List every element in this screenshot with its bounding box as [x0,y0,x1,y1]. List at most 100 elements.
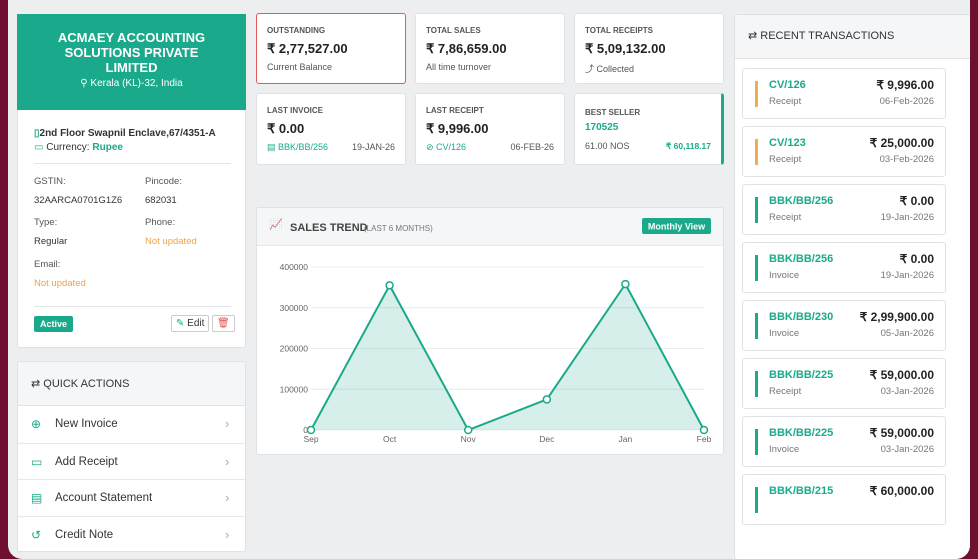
address: ▯2nd Floor Swapnil Enclave,67/4351-A [34,128,216,139]
action-icon: ▭ [31,454,43,469]
transaction-type: Receipt [769,154,802,165]
note-text: All time turnover [426,62,492,72]
transaction-ref: BBK/BB/256 [769,253,834,265]
field-label: Type: [34,217,58,228]
field-label: GSTIN: [34,176,66,187]
chevron: › [225,453,230,469]
transaction-amount: ₹ 25,000.00 [869,136,934,150]
status-bar [755,139,758,165]
point [306,425,316,435]
status-badge: Active [34,316,74,332]
monthly-view-label[interactable]: Monthly View [648,222,706,232]
x-tick-label: Jan [619,434,633,444]
stat-label: BEST SELLER [585,108,641,117]
point [621,279,630,289]
transaction-type: Invoice [769,328,800,339]
action-label: Credit Note [55,529,114,542]
stat-extra: 19-JAN-26 [351,142,395,152]
point [699,425,709,435]
transaction-item[interactable]: CV/123 ₹ 25,000.00 Receipt 03-Feb-2026 [742,126,946,177]
quick-actions: ⇄ QUICK ACTIONS ⊕ New Invoice › ▭ Add Receip… [17,361,246,552]
stat-card: BEST SELLER 170525 61.00 NOS ₹ 60,118.17 [574,93,724,165]
note-text: Current Balance [267,62,333,72]
transaction-amount: ₹ 0.00 [899,194,934,208]
location-text: Kerala (KL)-32, India [90,78,183,89]
field-label: Pincode: [145,176,182,187]
y-tick-label: 200000 [280,344,309,354]
transaction-amount: ₹ 59,000.00 [869,426,934,440]
stat-note: ▤ BBK/BB/256 [267,142,328,153]
x-tick-label: Oct [383,434,397,444]
transaction-type: Receipt [769,212,802,223]
note-text: CV/126 [436,142,467,152]
transaction-amount: ₹ 60,000.00 [869,484,934,498]
transaction-ref: BBK/BB/225 [769,427,834,439]
stat-card: TOTAL RECEIPTS ₹ 5,09,132.00 ⤴ Collected [574,13,724,84]
transaction-amount: ₹ 2,99,900.00 [859,310,934,324]
transactions-header: ⇄ RECENT TRANSACTIONS [735,15,970,59]
action-label: Account Statement [55,492,153,505]
field-value: Regular [34,236,68,247]
edit-label: Edit [187,318,205,329]
company-header: ACMAEY ACCOUNTING SOLUTIONS PRIVATE LIMI… [17,14,246,110]
transaction-ref: CV/126 [769,79,806,91]
transactions-panel: ⇄ RECENT TRANSACTIONS CV/126 ₹ 9,996.00 Re… [734,14,970,559]
stat-amount: ₹ 9,996.00 [426,121,489,136]
y-tick-label: 0 [303,425,308,435]
action-item[interactable]: ↺ Credit Note › [18,516,245,553]
transaction-ref: CV/123 [769,137,806,149]
chart-title: SALES TREND [290,222,368,234]
chevron: › [225,527,230,543]
transaction-item[interactable]: CV/126 ₹ 9,996.00 Receipt 06-Feb-2026 [742,68,946,119]
title-text: QUICK ACTIONS [43,378,130,390]
monthly-view-button[interactable] [642,218,711,234]
action-item[interactable]: ▤ Account Statement › [18,479,245,516]
stat-note: ⤴ Collected [585,62,634,75]
divider [34,163,231,164]
transaction-item[interactable]: BBK/BB/256 ₹ 0.00 Receipt 19-Jan-2026 [742,184,946,235]
transaction-type: Receipt [769,386,802,397]
edit-button[interactable]: ✎ Edit [171,315,210,332]
transaction-type: Receipt [769,96,802,107]
stat-card: TOTAL SALES ₹ 7,86,659.00 All time turnove… [415,13,565,84]
y-tick-label: 400000 [280,262,309,272]
stat-card: LAST RECEIPT ₹ 9,996.00 ⊘ CV/126 06-FEB-26 [415,93,565,165]
transaction-date: 03-Jan-2026 [880,386,934,397]
note-text: 61.00 NOS [585,141,630,151]
delete-button[interactable]: 🗑 [212,315,235,332]
field-value: 682031 [145,195,177,206]
stat-note: ⊘ CV/126 [426,142,466,153]
action-item[interactable]: ▭ Add Receipt › [18,442,245,480]
transaction-ref: BBK/BB/256 [769,195,834,207]
transaction-item[interactable]: BBK/BB/225 ₹ 59,000.00 Invoice 03-Jan-2026 [742,416,946,467]
point [385,281,394,290]
stat-extra: 06-FEB-26 [510,142,554,152]
action-item[interactable]: ⊕ New Invoice › [18,406,245,443]
transaction-item[interactable]: BBK/BB/256 ₹ 0.00 Invoice 19-Jan-2026 [742,242,946,293]
address-text: 2nd Floor Swapnil Enclave,67/4351-A [39,128,216,139]
line [310,282,705,432]
transaction-item[interactable]: BBK/BB/225 ₹ 59,000.00 Receipt 03-Jan-2026 [742,358,946,409]
stat-note: Current Balance [267,62,332,72]
transaction-ref: BBK/BB/230 [769,311,834,323]
status-bar [755,313,758,339]
transaction-date: 03-Jan-2026 [880,444,934,455]
status-bar [755,429,758,455]
note-icon: ⤴ [585,64,597,74]
quick-actions-title: ⇄ QUICK ACTIONS [31,378,130,390]
transaction-amount: ₹ 0.00 [899,252,934,266]
point [463,425,473,435]
stat-extra: ₹ 60,118.17 [665,141,711,151]
currency: ▭ Currency: Rupee [34,142,123,153]
stat-amount: ₹ 2,77,527.00 [267,41,348,56]
transaction-item[interactable]: BBK/BB/230 ₹ 2,99,900.00 Invoice 05-Jan-202… [742,300,946,351]
sales-trend-card: 📈 SALES TREND (LAST 6 MONTHS) Monthly Vi… [256,207,724,455]
stat-amount: ₹ 5,09,132.00 [585,41,666,56]
transaction-date: 19-Jan-2026 [880,212,934,223]
point [542,395,552,404]
action-icon: ↺ [31,528,42,543]
chart-icon: 📈 [269,218,283,231]
x-tick-label: Dec [539,434,555,444]
transaction-item[interactable]: BBK/BB/215 ₹ 60,000.00 [742,474,946,525]
company-name: ACMAEY ACCOUNTING SOLUTIONS PRIVATE LIMI… [57,30,206,75]
